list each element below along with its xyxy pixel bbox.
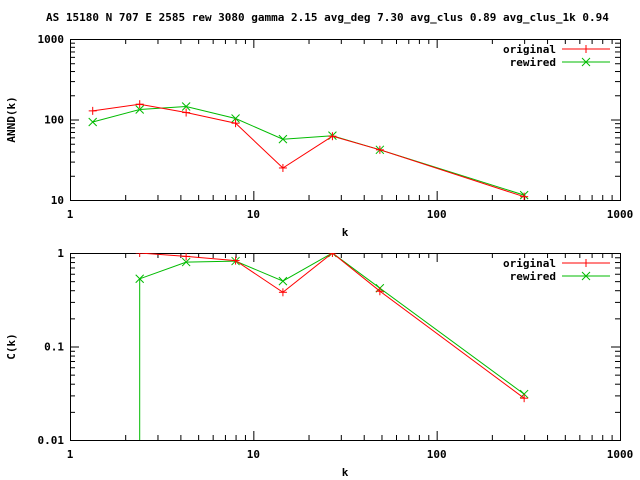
clus-x-tick-label: 100 [427, 448, 447, 461]
clus-original-line [139, 253, 525, 399]
annd-rewired-point [181, 102, 191, 111]
annd-x-tick-label: 100 [427, 208, 447, 221]
clus-rewired-point [181, 257, 191, 267]
annd-original-point [135, 100, 144, 109]
annd-x-tick-label: 10 [247, 208, 260, 221]
clus-original-point [231, 256, 240, 265]
annd-rewired-point [231, 114, 240, 123]
clus-original-point [135, 253, 144, 257]
clus-legend-marker [582, 259, 590, 267]
annd-x-tick-label: 1 [67, 208, 74, 221]
annd-legend-label: original [503, 43, 556, 56]
clus-original-point [375, 287, 384, 296]
clus-legend-label: original [503, 257, 556, 270]
clus-x-tick-label: 10 [247, 448, 260, 461]
clus-original-point [278, 288, 287, 297]
clus-rewired-line [139, 253, 525, 440]
annd-rewired-point [88, 117, 98, 127]
clus-rewired-point [278, 276, 288, 286]
clus-legend-label: rewired [510, 270, 556, 283]
annd-rewired-point [278, 134, 288, 144]
annd-y-tick-label: 100 [44, 114, 64, 127]
clus-legend-entry-rewired: rewired [510, 270, 610, 283]
annd-plot: 1 10 100 1000101001000kANND(k)originalrewir… [5, 33, 633, 239]
clus-y-axis-label: C(k) [5, 333, 18, 360]
clus-legend-marker [581, 271, 591, 281]
annd-legend-marker [581, 57, 591, 67]
annd-legend-marker [582, 45, 590, 53]
annd-original-point [182, 108, 191, 117]
clus-legend-entry-original: original [503, 257, 610, 270]
clus-original-point [328, 253, 337, 257]
annd-rewired-point [135, 105, 145, 114]
annd-original-point [88, 106, 97, 115]
annd-rewired-line [92, 105, 525, 196]
clus-rewired-point [135, 274, 145, 284]
annd-x-tick-label: 1000 [607, 208, 634, 221]
clus-original-point [182, 253, 191, 261]
annd-y-tick-label: 1000 [38, 33, 65, 46]
annd-legend-entry-original: original [503, 43, 610, 56]
clus-x-tick-label: 1 [67, 448, 74, 461]
annd-original-point [520, 192, 529, 200]
annd-original-point [328, 132, 337, 141]
figure-title: AS 15180 N 707 E 2585 rew 3080 gamma 2.1… [46, 11, 609, 24]
annd-original-line [92, 103, 525, 198]
annd-x-axis-label: k [342, 226, 349, 239]
clus-y-tick-label: 1 [57, 247, 64, 260]
annd-original-point [278, 163, 287, 172]
clus-y-tick-label: 0.1 [44, 341, 64, 354]
annd-y-axis-label: ANND(k) [5, 96, 18, 142]
annd-legend-label: rewired [510, 56, 556, 69]
annd-original-point [231, 119, 240, 128]
annd-y-tick-label: 10 [51, 194, 64, 207]
annd-original-point [375, 145, 384, 154]
clus-y-tick-label: 0.01 [38, 434, 65, 447]
clus-original-point [520, 394, 529, 403]
clus-x-tick-label: 1000 [607, 448, 634, 461]
annd-legend-entry-rewired: rewired [510, 56, 610, 69]
clus-x-axis-label: k [342, 466, 349, 479]
